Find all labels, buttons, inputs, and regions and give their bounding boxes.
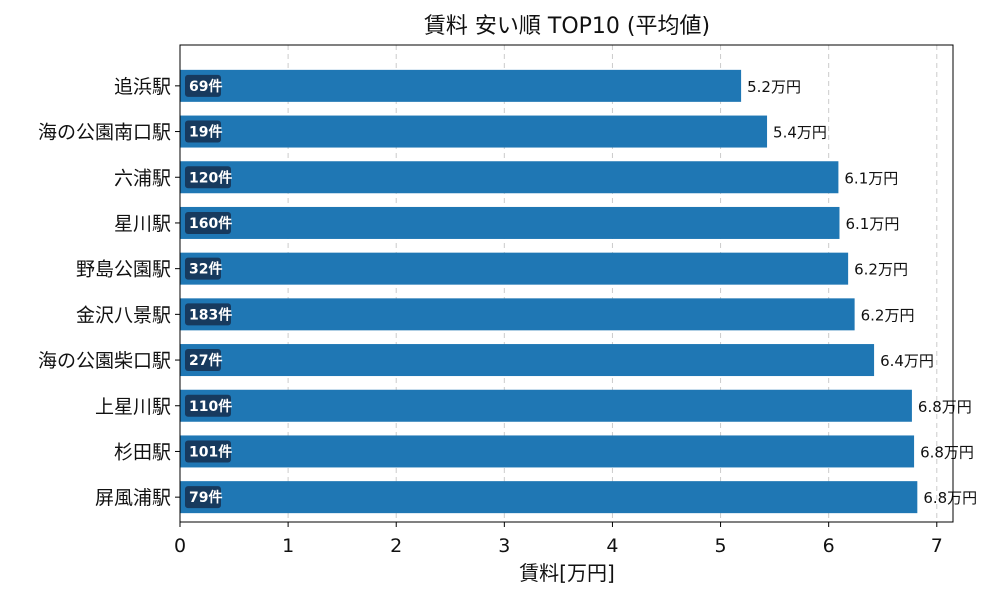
- count-badge: [185, 486, 221, 509]
- count-badge: [185, 440, 231, 463]
- x-tick-label: 6: [823, 535, 835, 557]
- bar: [180, 252, 849, 285]
- value-label: 6.2万円: [861, 306, 915, 324]
- bar: [180, 389, 912, 422]
- count-label: 183件: [189, 306, 232, 323]
- count-badge: [185, 74, 221, 97]
- count-badge: [185, 120, 221, 143]
- x-tick-label: 1: [282, 535, 294, 557]
- bar: [180, 115, 768, 148]
- bar: [180, 435, 915, 468]
- bars: [180, 69, 918, 514]
- count-badge: [185, 303, 231, 326]
- category-label: 上星川駅: [95, 396, 171, 418]
- x-tick-label: 3: [498, 535, 510, 557]
- x-tick-label: 7: [931, 535, 943, 557]
- count-badge: [185, 394, 231, 417]
- value-label: 6.2万円: [854, 261, 908, 279]
- count-label: 32件: [189, 261, 222, 278]
- category-label: 杉田駅: [114, 441, 171, 463]
- x-tick-label: 2: [390, 535, 402, 557]
- plot-frame: [179, 44, 954, 523]
- chart-title: 賃料 安い順 TOP10 (平均値): [424, 14, 710, 39]
- bar: [180, 344, 875, 377]
- category-label: 屏風浦駅: [95, 487, 171, 509]
- count-label: 120件: [189, 169, 232, 186]
- x-ticks: 0 1 2 3 4 5 6 7: [174, 522, 943, 557]
- category-label: 海の公園南口駅: [38, 122, 171, 144]
- bar: [180, 206, 840, 239]
- count-badge: [185, 166, 231, 189]
- count-label: 27件: [189, 352, 222, 369]
- x-tick-label: 5: [715, 535, 727, 557]
- value-label: 6.1万円: [845, 215, 899, 233]
- value-label: 6.8万円: [918, 398, 972, 416]
- category-label: 六浦駅: [114, 167, 171, 189]
- x-axis-label: 賃料[万円]: [519, 561, 615, 585]
- bar: [180, 298, 855, 331]
- bar: [180, 69, 742, 102]
- count-label: 110件: [189, 398, 232, 415]
- value-label: 6.8万円: [923, 489, 977, 507]
- bar: [180, 161, 839, 194]
- count-badge: [185, 257, 221, 280]
- category-label: 海の公園柴口駅: [38, 350, 171, 372]
- bar: [180, 481, 918, 514]
- count-badge: [185, 211, 231, 234]
- bar-labels: 5.2万円 69件 5.4万円 19件 6.1万円 120件 6.1万円 160件 6.2万円 3…: [185, 74, 977, 509]
- count-label: 160件: [189, 215, 232, 232]
- category-label: 追浜駅: [114, 76, 171, 98]
- count-label: 19件: [189, 124, 222, 141]
- category-label: 金沢八景駅: [76, 304, 171, 326]
- x-tick-label: 4: [606, 535, 618, 557]
- category-label: 星川駅: [114, 213, 171, 235]
- count-label: 69件: [189, 78, 222, 95]
- category-label: 野島公園駅: [76, 259, 171, 281]
- value-label: 5.4万円: [773, 124, 827, 142]
- count-label: 79件: [189, 489, 222, 506]
- value-label: 5.2万円: [747, 78, 801, 96]
- value-label: 6.8万円: [920, 443, 974, 461]
- category-labels: 追浜駅海の公園南口駅六浦駅星川駅野島公園駅金沢八景駅海の公園柴口駅上星川駅杉田駅…: [38, 76, 180, 509]
- count-badge: [185, 349, 221, 372]
- count-label: 101件: [189, 443, 232, 460]
- x-tick-label: 0: [174, 535, 186, 557]
- value-label: 6.4万円: [880, 352, 934, 370]
- value-label: 6.1万円: [844, 169, 898, 187]
